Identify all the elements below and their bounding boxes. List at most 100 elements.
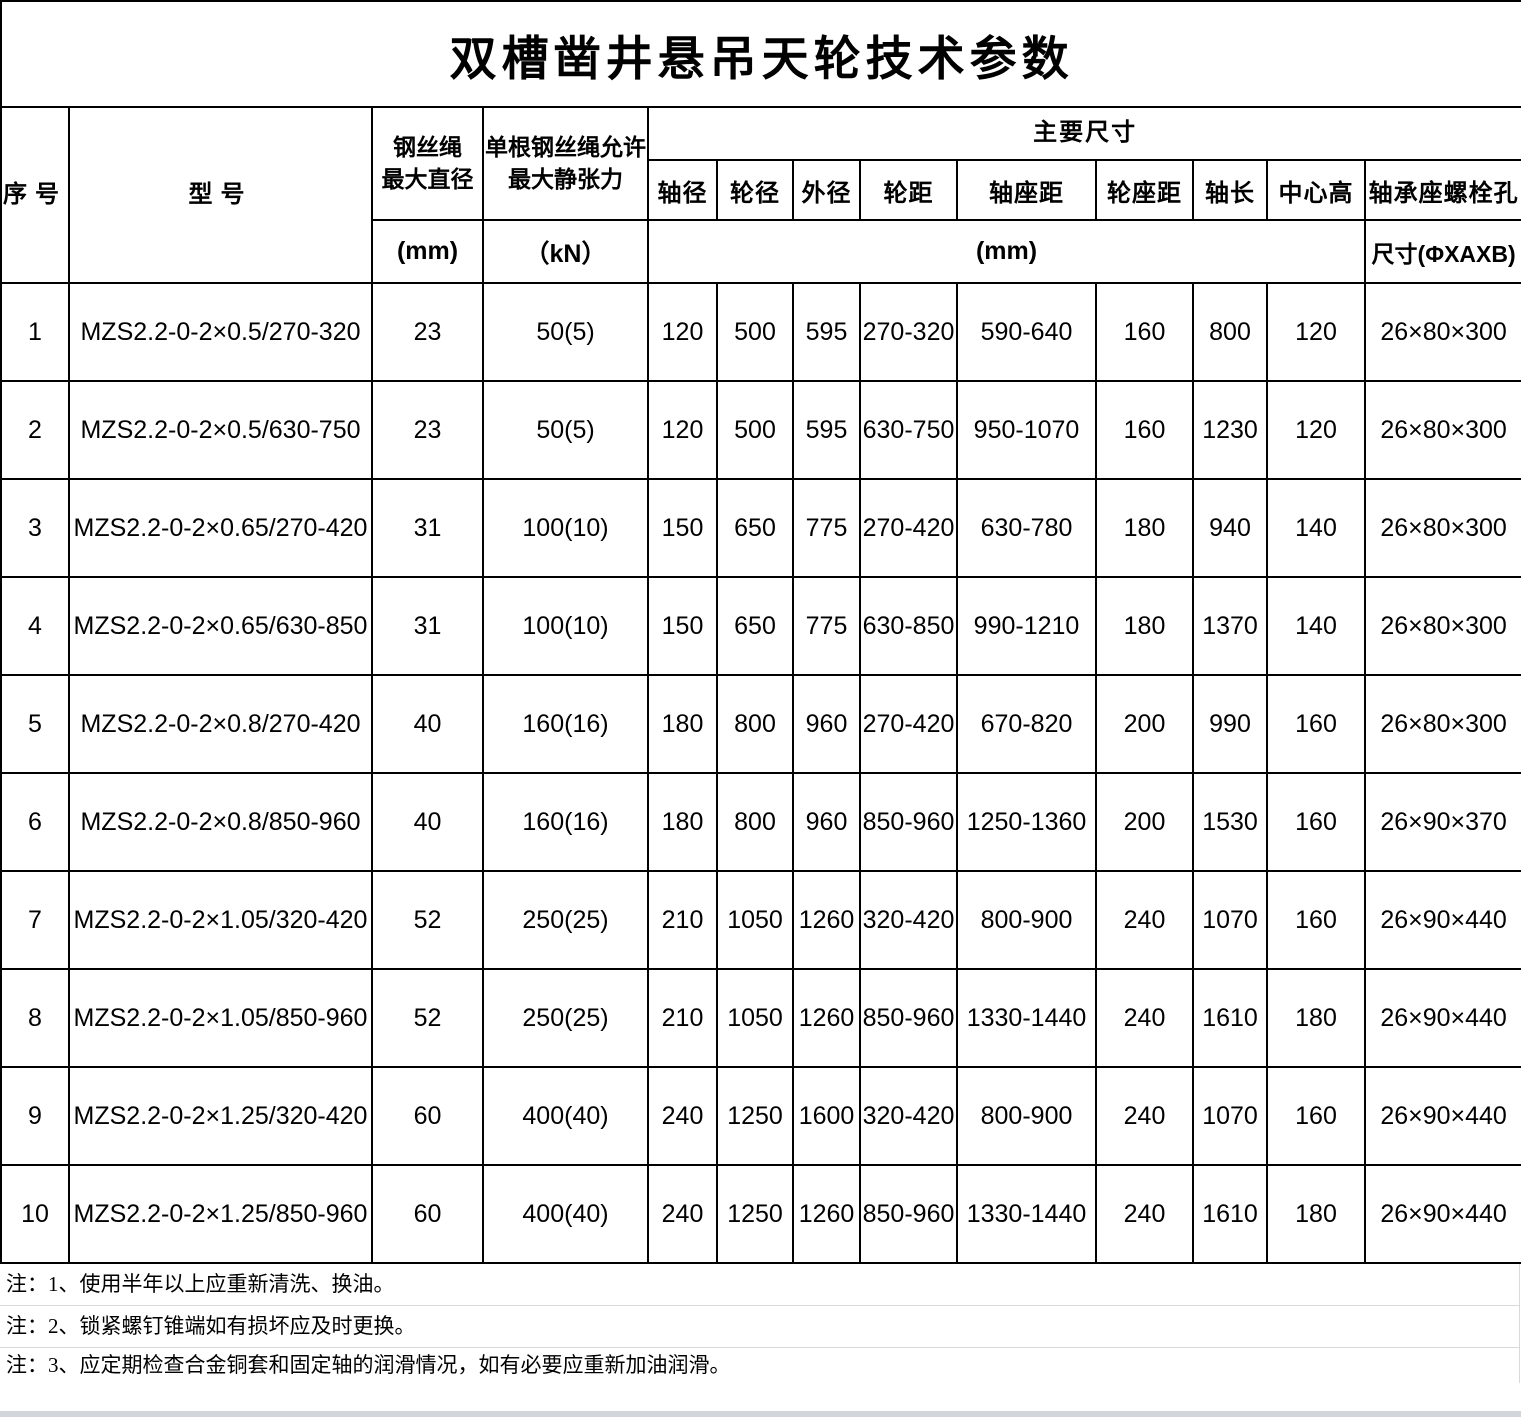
header-row-units: (mm) （kN） (mm) 尺寸(ΦXAXB)	[1, 219, 1521, 284]
table-cell: 990-1210	[956, 576, 1097, 676]
table-cell: 630-780	[956, 478, 1097, 578]
table-cell: 100(10)	[482, 576, 649, 676]
table-cell: 1	[0, 282, 70, 382]
table-cell: 120	[1266, 282, 1366, 382]
table-cell: 595	[792, 282, 861, 382]
table-cell: 1250	[716, 1164, 794, 1264]
table-cell: 26×90×440	[1363, 1066, 1521, 1166]
table-cell: 1530	[1192, 772, 1268, 872]
table-cell: 320-420	[859, 870, 958, 970]
table-cell: 23	[371, 380, 484, 480]
table-cell: 960	[792, 674, 861, 774]
table-cell: 850-960	[859, 772, 958, 872]
table-cell: 2	[0, 380, 70, 480]
table-cell: 250(25)	[482, 870, 649, 970]
table-cell: 940	[1192, 478, 1268, 578]
table-cell: 160	[1266, 674, 1366, 774]
table-cell: 60	[371, 1066, 484, 1166]
table-cell: 650	[716, 478, 794, 578]
table-cell: 5	[0, 674, 70, 774]
table-cell: 10	[0, 1164, 70, 1264]
col-header-model: 型号	[68, 106, 373, 284]
col-header-main-dimensions: 主要尺寸	[646, 106, 1521, 161]
table-row: 3 MZS2.2-0-2×0.65/270-420 31 100(10) 150 650 7…	[0, 478, 1521, 578]
table-cell: 150	[647, 478, 718, 578]
table-cell: 1050	[716, 968, 794, 1068]
col-header-index: 序号	[0, 106, 70, 284]
table-cell: 240	[1095, 968, 1194, 1068]
col-header-shaft-diameter: 轴径	[647, 159, 718, 221]
table-cell: 950-1070	[956, 380, 1097, 480]
unit-rope-diameter: (mm)	[371, 219, 484, 284]
page-title: 双槽凿井悬吊天轮技术参数	[0, 0, 1521, 108]
table-cell: 60	[371, 1164, 484, 1264]
col-header-wheel-spacing: 轮距	[859, 159, 958, 221]
table-cell: 1230	[1192, 380, 1268, 480]
table-row: 7 MZS2.2-0-2×1.05/320-420 52 250(25) 210 1050…	[0, 870, 1521, 970]
table-cell: 670-820	[956, 674, 1097, 774]
table-cell: 31	[371, 478, 484, 578]
col-header-static-tension: 单根钢丝绳允许 最大静张力	[482, 106, 649, 221]
table-cell: 650	[716, 576, 794, 676]
table-cell: 500	[716, 380, 794, 480]
table-cell: 270-420	[859, 478, 958, 578]
table-cell: 1250	[716, 1066, 794, 1166]
unit-bolt-hole-size: 尺寸(ΦXAXB)	[1363, 219, 1521, 284]
table-cell: 6	[0, 772, 70, 872]
col-header-wheel-seat-distance: 轮座距	[1095, 159, 1194, 221]
table-cell: 630-750	[859, 380, 958, 480]
table-cell: 1260	[792, 870, 861, 970]
table-cell: 500	[716, 282, 794, 382]
table-cell: 180	[1095, 576, 1194, 676]
col-header-outer-diameter: 外径	[792, 159, 861, 221]
table-cell: 26×90×440	[1363, 968, 1521, 1068]
table-cell: 40	[371, 772, 484, 872]
unit-static-tension: （kN）	[482, 219, 649, 284]
note-line-2: 注：2、锁紧螺钉锥端如有损坏应及时更换。	[0, 1306, 1519, 1348]
notes-section: 注：1、使用半年以上应重新清洗、换油。 注：2、锁紧螺钉锥端如有损坏应及时更换。…	[0, 1264, 1520, 1383]
table-cell: MZS2.2-0-2×0.65/630-850	[68, 576, 373, 676]
table-cell: 960	[792, 772, 861, 872]
table-cell: MZS2.2-0-2×1.25/320-420	[68, 1066, 373, 1166]
table-cell: 1600	[792, 1066, 861, 1166]
table-cell: 200	[1095, 772, 1194, 872]
table-cell: 50(5)	[482, 282, 649, 382]
table-row: 9 MZS2.2-0-2×1.25/320-420 60 400(40) 240 1250…	[0, 1066, 1521, 1166]
table-cell: 210	[647, 968, 718, 1068]
table-cell: 1260	[792, 1164, 861, 1264]
note-line-1: 注：1、使用半年以上应重新清洗、换油。	[0, 1264, 1519, 1306]
table-cell: 31	[371, 576, 484, 676]
table-cell: 160	[1095, 282, 1194, 382]
table-cell: 1050	[716, 870, 794, 970]
table-cell: 400(40)	[482, 1164, 649, 1264]
bottom-edge-strip	[0, 1411, 1521, 1417]
table-cell: MZS2.2-0-2×0.5/630-750	[68, 380, 373, 480]
table-cell: 1070	[1192, 870, 1268, 970]
table-cell: 630-850	[859, 576, 958, 676]
table-cell: MZS2.2-0-2×1.05/320-420	[68, 870, 373, 970]
table-cell: 1070	[1192, 1066, 1268, 1166]
table-cell: MZS2.2-0-2×0.5/270-320	[68, 282, 373, 382]
table-cell: 800-900	[956, 870, 1097, 970]
table-cell: 52	[371, 968, 484, 1068]
table-cell: 160	[1266, 870, 1366, 970]
table-cell: 150	[647, 576, 718, 676]
table-cell: 26×80×300	[1363, 380, 1521, 480]
table-cell: 1610	[1192, 968, 1268, 1068]
table-cell: 40	[371, 674, 484, 774]
table-row: 6 MZS2.2-0-2×0.8/850-960 40 160(16) 180 800 96…	[0, 772, 1521, 872]
table-cell: 7	[0, 870, 70, 970]
table-cell: MZS2.2-0-2×0.8/850-960	[68, 772, 373, 872]
table-cell: 9	[0, 1066, 70, 1166]
table-cell: 590-640	[956, 282, 1097, 382]
table-cell: 775	[792, 478, 861, 578]
table-cell: 240	[1095, 1164, 1194, 1264]
table-cell: 50(5)	[482, 380, 649, 480]
col-header-shaft-seat-distance: 轴座距	[956, 159, 1097, 221]
table-cell: MZS2.2-0-2×0.8/270-420	[68, 674, 373, 774]
table-cell: 140	[1266, 576, 1366, 676]
table-cell: 595	[792, 380, 861, 480]
table-cell: 120	[1266, 380, 1366, 480]
table-cell: 250(25)	[482, 968, 649, 1068]
